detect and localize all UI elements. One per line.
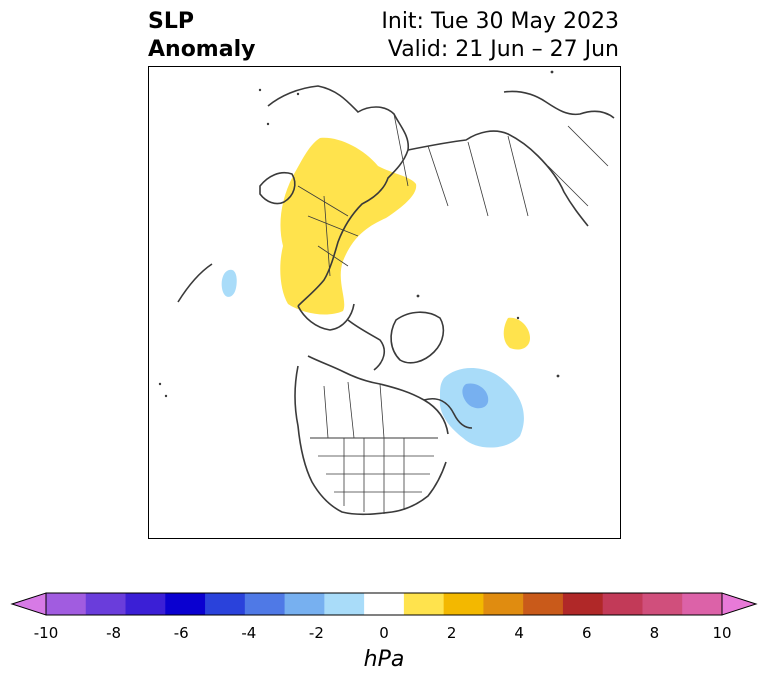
negative-anomaly-newfoundland-core <box>462 383 489 409</box>
colorbar-cell <box>562 593 604 615</box>
map-frame <box>148 66 621 539</box>
colorbar-cell <box>642 593 683 615</box>
map-background <box>148 66 621 539</box>
colorbar-cell <box>523 593 564 615</box>
colorbar-cell <box>165 593 206 615</box>
colorbar-cell <box>85 593 127 615</box>
anomaly-map <box>148 66 621 539</box>
colorbar-cells <box>46 593 723 615</box>
colorbar <box>10 592 758 616</box>
valid-range: Valid: 21 Jun – 27 Jun <box>387 37 619 62</box>
colorbar-cell <box>205 593 246 615</box>
colorbar-cell <box>324 593 365 615</box>
colorbar-tick-label: -2 <box>308 624 324 642</box>
coastlines <box>177 85 615 516</box>
colorbar-cell <box>46 593 87 615</box>
map-title: SLP Anomaly <box>148 8 255 64</box>
colorbar-frame <box>45 592 723 616</box>
colorbar-cell <box>244 593 286 615</box>
colorbar-cell <box>364 593 405 615</box>
colorbar-tick-label: 2 <box>446 624 457 642</box>
coastline-islands <box>158 70 560 398</box>
colorbar-cell <box>602 593 643 615</box>
colorbar-tick-label: 6 <box>582 624 592 642</box>
colorbar-cell <box>403 593 445 615</box>
positive-anomaly-hudson-bay <box>503 317 530 350</box>
negative-anomaly-atlantic-small <box>221 269 237 297</box>
colorbar-tick-label: -6 <box>173 624 189 642</box>
colorbar-tick-label: 8 <box>649 624 660 642</box>
colorbar-unit: hPa <box>363 647 405 672</box>
colorbar-cell <box>682 593 723 615</box>
colorbar-cell <box>125 593 166 615</box>
positive-anomaly-scandinavia-europe <box>280 137 417 315</box>
colorbar-tick-label: -10 <box>33 624 59 642</box>
colorbar-tick-label: -4 <box>241 624 257 642</box>
title-line-1: SLP <box>148 9 194 34</box>
colorbar-tick-label: 4 <box>514 624 524 642</box>
colorbar-cell <box>483 593 524 615</box>
init-date: Init: Tue 30 May 2023 <box>381 9 619 34</box>
colorbar-extend-max <box>721 592 758 616</box>
colorbar-tick-label: -8 <box>106 624 122 642</box>
colorbar-cell <box>443 593 484 615</box>
colorbar-extend-min <box>10 592 47 616</box>
colorbar-tick-label: 10 <box>712 624 732 642</box>
colorbar-cell <box>284 593 325 615</box>
forecast-dates: Init: Tue 30 May 2023 Valid: 21 Jun – 27… <box>381 8 619 64</box>
colorbar-tick-label: 0 <box>379 624 389 642</box>
title-line-2: Anomaly <box>148 37 256 62</box>
